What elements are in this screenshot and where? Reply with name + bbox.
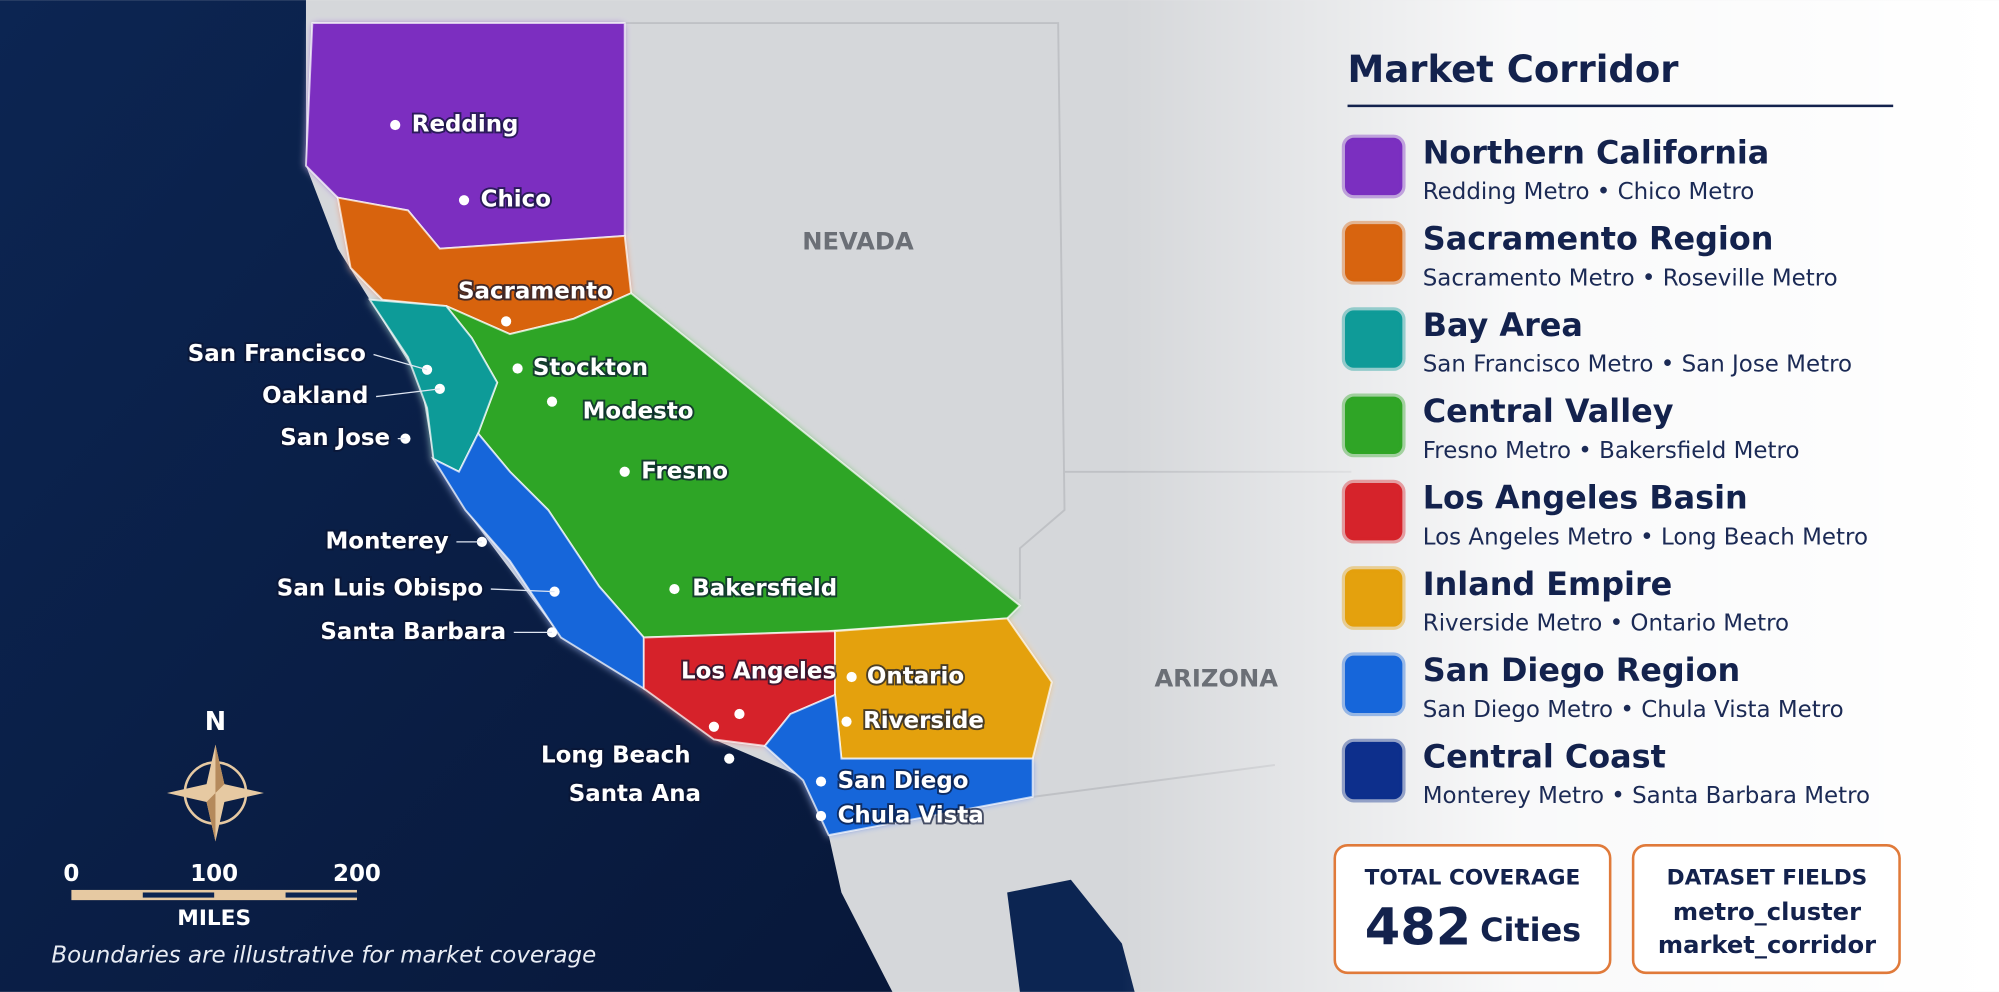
scale-tick-label: 200 — [333, 861, 381, 887]
scale-bar-segment — [142, 892, 215, 898]
city-dot — [734, 708, 745, 720]
city-dot — [619, 466, 630, 477]
city-label: Bakersfield — [692, 576, 837, 602]
city-dot — [390, 119, 401, 131]
legend-sub: Sacramento Metro • Roseville Metro — [1423, 265, 1838, 291]
city-label: Los Angeles — [681, 658, 836, 684]
scale-tick-label: 0 — [63, 861, 79, 887]
legend-name: Northern California — [1423, 133, 1770, 171]
city-label: Riverside — [863, 708, 984, 734]
compass-label: N — [205, 707, 226, 737]
city-label: Chico — [481, 187, 551, 213]
legend-sub: Fresno Metro • Bakersfield Metro — [1423, 438, 1800, 464]
city-label: San Diego — [838, 768, 969, 794]
legend-sub: San Francisco Metro • San Jose Metro — [1423, 352, 1852, 378]
legend-sub: Monterey Metro • Santa Barbara Metro — [1423, 783, 1870, 809]
legend-name: San Diego Region — [1423, 651, 1740, 689]
legend-name: Bay Area — [1423, 306, 1583, 344]
field-name: market_corridor — [1658, 931, 1876, 959]
city-dot — [815, 810, 827, 822]
city-dot — [669, 583, 680, 595]
state-label: ARIZONA — [1154, 665, 1278, 693]
map-note: Boundaries are illustrative for market c… — [51, 943, 596, 969]
city-label: Redding — [412, 112, 519, 138]
city-dot — [512, 363, 523, 374]
legend-title: Market Corridor — [1348, 48, 1680, 91]
legend-sub: Los Angeles Metro • Long Beach Metro — [1423, 524, 1868, 550]
gulf — [1007, 879, 1135, 992]
legend-sub: Redding Metro • Chico Metro — [1423, 179, 1755, 205]
legend-name: Central Valley — [1423, 392, 1674, 430]
legend-swatch — [1341, 738, 1406, 803]
city-label: Long Beach — [541, 743, 691, 769]
city-label: Fresno — [641, 458, 728, 484]
city-label: Ontario — [867, 664, 964, 690]
fields-label: DATASET FIELDS — [1667, 865, 1868, 890]
panel-fade — [1121, 0, 1999, 992]
field-name: metro_cluster — [1673, 898, 1861, 926]
legend-sub: San Diego Metro • Chula Vista Metro — [1423, 697, 1844, 723]
legend-name: Sacramento Region — [1423, 220, 1774, 258]
compass-rose — [167, 744, 264, 842]
city-label: Santa Ana — [569, 781, 701, 807]
city-dot — [546, 396, 558, 407]
coverage-unit: Cities — [1480, 911, 1581, 949]
scale-unit: MILES — [177, 906, 251, 931]
legend-name: Central Coast — [1423, 737, 1666, 775]
legend-swatch — [1341, 652, 1406, 717]
legend-sub: Riverside Metro • Ontario Metro — [1423, 611, 1789, 637]
legend-name: Inland Empire — [1423, 565, 1673, 603]
city-label: Stockton — [533, 355, 648, 381]
state-label: NEVADA — [802, 227, 914, 255]
leader-line — [490, 588, 555, 593]
city-dot — [815, 776, 827, 787]
region — [763, 693, 1034, 837]
city-dot — [846, 671, 857, 683]
scale-bar: 0 100 200 — [63, 861, 381, 901]
city-dot — [841, 716, 852, 727]
leader-line — [373, 353, 428, 371]
legend: Northern California Redding Metro • Chico… — [1341, 133, 1870, 809]
legend-swatch — [1341, 134, 1406, 199]
cities: Redding Chico Sacramento San Francisco Oakla… — [186, 110, 986, 831]
regions — [304, 22, 1053, 837]
scale-bar-fill — [71, 889, 357, 901]
city-dot — [501, 316, 512, 327]
city-label: Monterey — [325, 528, 448, 554]
city-label: San Luis Obispo — [277, 576, 483, 602]
city-dot — [708, 721, 720, 732]
city-label: Sacramento — [458, 279, 613, 305]
scale-bar-segment — [285, 892, 357, 898]
coverage-value: 482 — [1365, 899, 1471, 958]
leader-line — [376, 388, 440, 398]
city-label: San Jose — [280, 425, 390, 451]
legend-swatch — [1341, 479, 1406, 544]
legend-swatch — [1341, 393, 1406, 458]
city-label: Modesto — [583, 398, 694, 424]
legend-swatch — [1341, 307, 1406, 371]
coverage-label: TOTAL COVERAGE — [1365, 865, 1581, 890]
city-label: Chula Vista — [838, 802, 984, 828]
legend-swatch — [1341, 220, 1406, 285]
region — [430, 431, 645, 691]
city-label: Oakland — [262, 383, 368, 409]
legend-name: Los Angeles Basin — [1423, 479, 1748, 517]
fields-card — [1631, 844, 1901, 975]
city-label: San Francisco — [188, 341, 366, 367]
coverage-card — [1333, 844, 1612, 975]
city-dot — [724, 753, 735, 764]
legend-swatch — [1341, 566, 1406, 630]
city-label: Santa Barbara — [320, 619, 506, 645]
ocean — [0, 0, 893, 992]
scale-tick-label: 100 — [190, 861, 238, 887]
city-dot — [458, 195, 470, 206]
